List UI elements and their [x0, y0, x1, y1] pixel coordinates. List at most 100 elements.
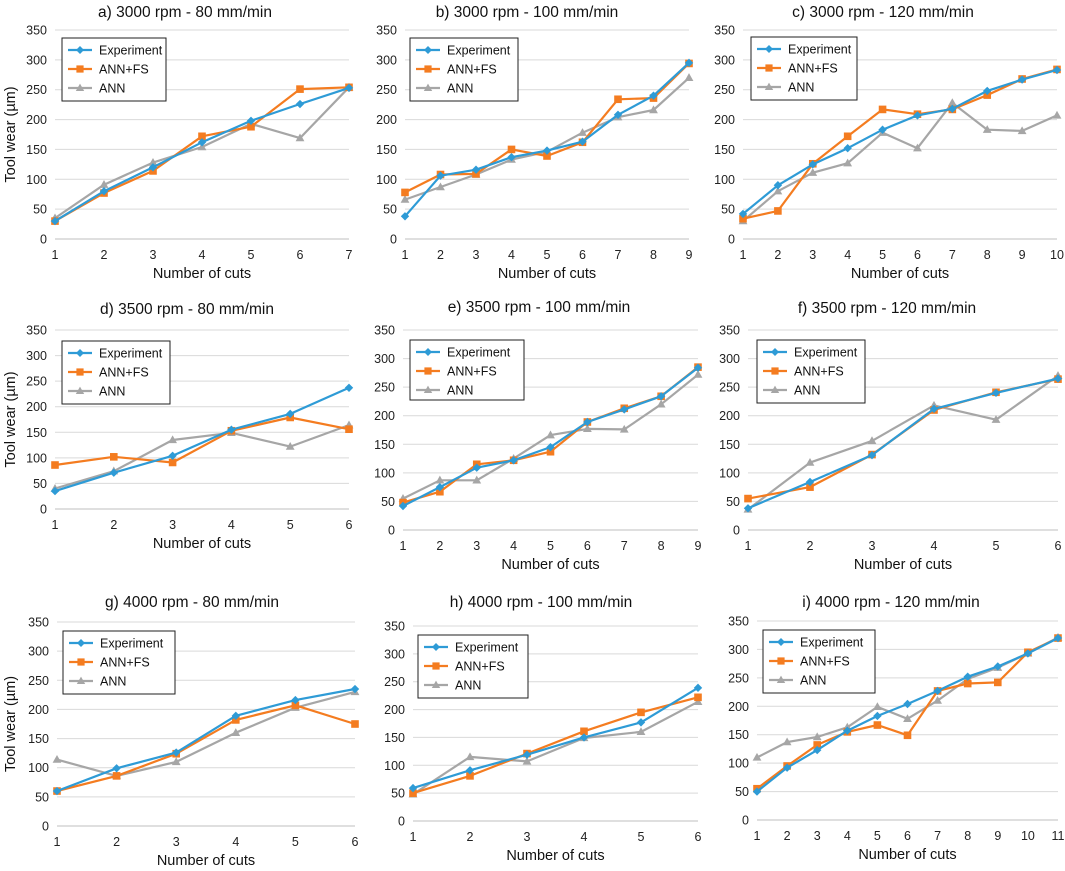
data-point-experiment	[295, 99, 305, 109]
data-point-experiment	[99, 187, 109, 196]
legend-marker-ann-fs	[432, 662, 440, 670]
data-point-ann-fs	[291, 701, 300, 710]
data-point-experiment	[344, 83, 354, 93]
x-tick-label: 9	[686, 248, 693, 262]
y-tick-label: 100	[26, 451, 47, 465]
data-point-ann-fs	[878, 105, 887, 114]
legend-label-ann-fs: ANN+FS	[788, 62, 838, 76]
x-tick-label: 4	[581, 830, 588, 844]
legend-label-experiment: Experiment	[794, 346, 858, 360]
data-point-ann	[991, 415, 1001, 423]
data-point-ann-fs	[351, 720, 359, 728]
data-point-experiment	[878, 125, 887, 134]
y-tick-label: 200	[26, 113, 47, 127]
x-axis-label: Number of cuts	[851, 266, 949, 282]
legend-label-ann-fs: ANN+FS	[455, 660, 505, 674]
legend-label-ann: ANN	[800, 674, 826, 688]
y-tick-label: 50	[721, 203, 735, 217]
data-point-experiment	[546, 442, 555, 452]
y-tick-label: 300	[384, 647, 405, 661]
data-point-experiment	[843, 144, 852, 153]
legend: Experiment ANN+FS ANN	[750, 36, 858, 101]
data-point-experiment	[813, 745, 822, 755]
legend-marker-ann	[431, 680, 441, 688]
data-point-ann-fs	[614, 95, 622, 104]
x-axis-label: Number of cuts	[153, 536, 251, 552]
y-tick-label: 350	[374, 324, 395, 338]
legend-label-ann: ANN	[447, 384, 473, 398]
data-point-ann	[472, 475, 482, 484]
y-tick-label: 0	[40, 503, 47, 517]
legend: Experiment ANN+FS ANN	[409, 339, 525, 401]
data-point-ann	[465, 752, 475, 761]
x-axis-label: Number of cuts	[153, 266, 251, 282]
y-tick-label: 150	[26, 426, 47, 440]
legend-marker-ann-fs	[424, 65, 432, 73]
x-tick-label: 1	[52, 518, 59, 532]
y-tick-label: 150	[374, 438, 395, 452]
series-line-ann	[747, 374, 1059, 511]
y-tick-label: 150	[384, 731, 405, 745]
data-point-ann	[982, 125, 992, 133]
data-point-ann	[1052, 110, 1062, 119]
legend-marker-experiment	[432, 643, 440, 651]
data-point-ann	[933, 696, 942, 704]
legend-label-ann: ANN	[447, 82, 473, 96]
data-point-ann-fs	[873, 721, 882, 729]
legend: Experiment ANN+FS ANN	[61, 37, 167, 102]
y-axis-label: Tool wear (µm)	[3, 676, 19, 772]
data-point-ann	[693, 369, 703, 378]
legend-marker-ann	[76, 676, 86, 684]
x-tick-label: 2	[807, 539, 814, 553]
data-point-experiment	[933, 686, 942, 696]
x-tick-label: 1	[54, 835, 61, 849]
y-tick-label: 350	[384, 620, 405, 634]
data-point-experiment	[472, 463, 481, 472]
y-tick-label: 50	[735, 785, 749, 799]
series-line-experiment	[747, 377, 1059, 510]
data-point-experiment	[50, 216, 60, 226]
chart-title: h) 4000 rpm - 100 mm/min	[450, 594, 633, 611]
y-tick-label: 350	[376, 24, 397, 38]
data-point-ann	[578, 128, 587, 136]
x-tick-label: 4	[232, 835, 239, 849]
y-tick-label: 250	[28, 674, 49, 688]
series-line-ann	[412, 700, 699, 796]
legend-label-ann: ANN	[788, 81, 814, 95]
data-point-ann-fs	[168, 458, 177, 467]
data-point-ann-fs	[409, 789, 417, 797]
legend-marker-ann	[75, 83, 85, 91]
series-line-experiment	[54, 86, 350, 223]
data-point-ann-fs	[963, 679, 972, 688]
data-point-experiment	[805, 477, 815, 487]
x-tick-label: 2	[101, 248, 108, 262]
x-tick-label: 6	[914, 248, 921, 262]
data-point-ann	[649, 105, 658, 114]
y-tick-label: 300	[26, 349, 47, 363]
legend-marker-experiment	[765, 45, 773, 53]
series-line-ann	[742, 101, 1058, 222]
x-tick-label: 5	[544, 248, 551, 262]
data-point-ann-fs	[466, 772, 474, 780]
data-point-ann	[435, 475, 445, 484]
y-tick-label: 250	[26, 375, 47, 389]
x-tick-label: 5	[879, 248, 886, 262]
y-tick-label: 150	[376, 143, 397, 157]
data-point-ann-fs	[436, 487, 444, 496]
x-tick-label: 4	[228, 518, 235, 532]
data-point-experiment	[52, 786, 62, 796]
data-point-ann	[782, 737, 792, 746]
x-tick-label: 3	[473, 539, 480, 553]
data-point-ann	[773, 186, 783, 195]
y-tick-label: 250	[384, 675, 405, 689]
series-line-experiment	[56, 687, 356, 793]
legend-label-ann-fs: ANN+FS	[99, 366, 149, 380]
data-point-experiment	[738, 209, 748, 219]
x-tick-label: 1	[410, 830, 417, 844]
legend-marker-ann-fs	[76, 368, 84, 376]
x-tick-label: 6	[346, 518, 353, 532]
y-tick-label: 200	[376, 113, 397, 127]
chart-title: g) 4000 rpm - 80 mm/min	[105, 594, 279, 611]
x-tick-label: 3	[814, 829, 821, 843]
y-axis-label: Tool wear (µm)	[3, 371, 19, 467]
